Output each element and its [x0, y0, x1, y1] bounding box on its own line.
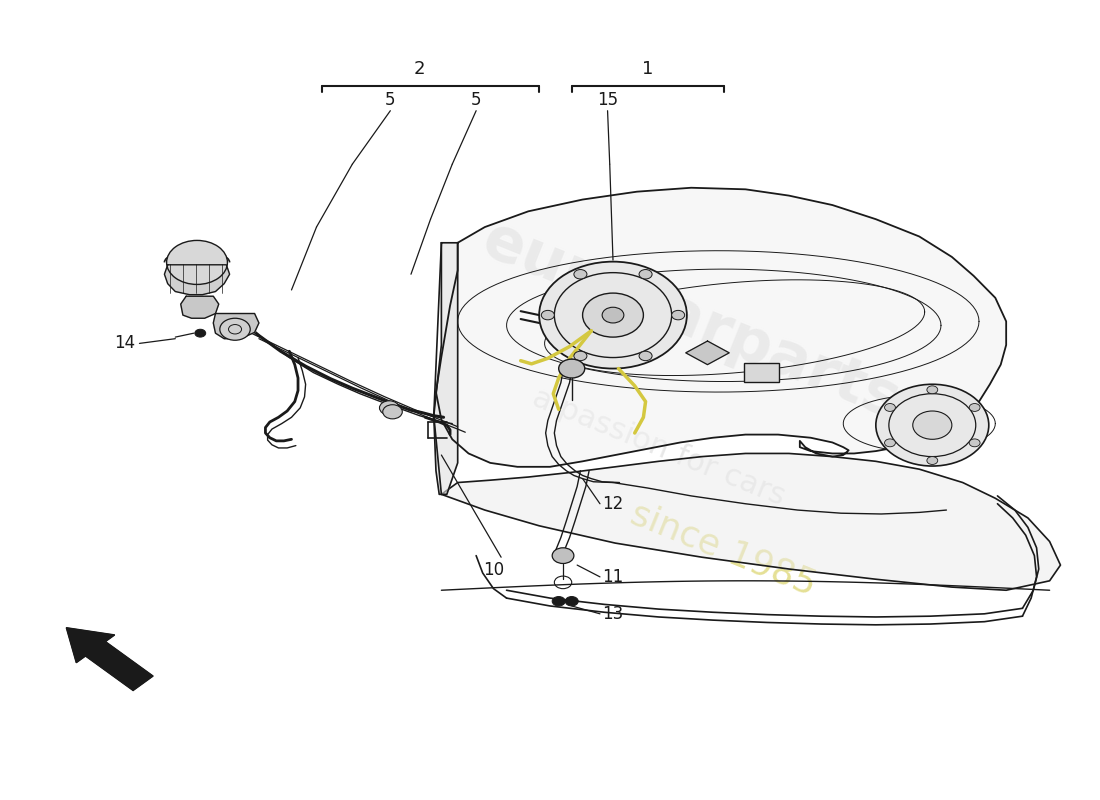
Polygon shape — [66, 628, 153, 690]
Text: 11: 11 — [602, 568, 624, 586]
Circle shape — [884, 439, 895, 446]
Circle shape — [639, 351, 652, 361]
Circle shape — [166, 241, 228, 285]
Polygon shape — [441, 454, 1060, 590]
Circle shape — [639, 270, 652, 279]
Circle shape — [927, 386, 937, 394]
Text: a passion for cars: a passion for cars — [528, 383, 790, 511]
Polygon shape — [685, 341, 729, 365]
Polygon shape — [213, 314, 258, 338]
Polygon shape — [164, 265, 230, 294]
Circle shape — [876, 384, 989, 466]
Circle shape — [539, 262, 686, 369]
Circle shape — [220, 318, 250, 340]
Text: eurocarparts: eurocarparts — [474, 210, 909, 432]
Circle shape — [195, 330, 206, 337]
Circle shape — [574, 351, 587, 361]
Text: 12: 12 — [602, 494, 624, 513]
Circle shape — [379, 401, 399, 415]
Text: 13: 13 — [602, 605, 624, 623]
Text: 2: 2 — [414, 60, 426, 78]
Circle shape — [884, 403, 895, 411]
Circle shape — [541, 310, 554, 320]
Circle shape — [565, 597, 579, 606]
Circle shape — [672, 310, 684, 320]
Circle shape — [574, 270, 587, 279]
Circle shape — [927, 457, 937, 465]
Circle shape — [559, 359, 585, 378]
Text: 15: 15 — [597, 91, 618, 109]
Text: 14: 14 — [114, 334, 135, 352]
Polygon shape — [433, 242, 458, 494]
Circle shape — [969, 439, 980, 446]
FancyBboxPatch shape — [745, 363, 779, 382]
Text: 10: 10 — [483, 561, 504, 579]
Circle shape — [383, 405, 403, 419]
Polygon shape — [436, 188, 1006, 467]
Circle shape — [552, 548, 574, 563]
Text: 1: 1 — [642, 60, 653, 78]
Circle shape — [583, 293, 643, 337]
Text: since 1985: since 1985 — [626, 497, 822, 602]
Circle shape — [969, 403, 980, 411]
Circle shape — [552, 597, 565, 606]
Text: 5: 5 — [471, 91, 482, 109]
Circle shape — [602, 307, 624, 323]
Polygon shape — [180, 296, 219, 318]
Circle shape — [913, 411, 952, 439]
Text: 5: 5 — [385, 91, 396, 109]
